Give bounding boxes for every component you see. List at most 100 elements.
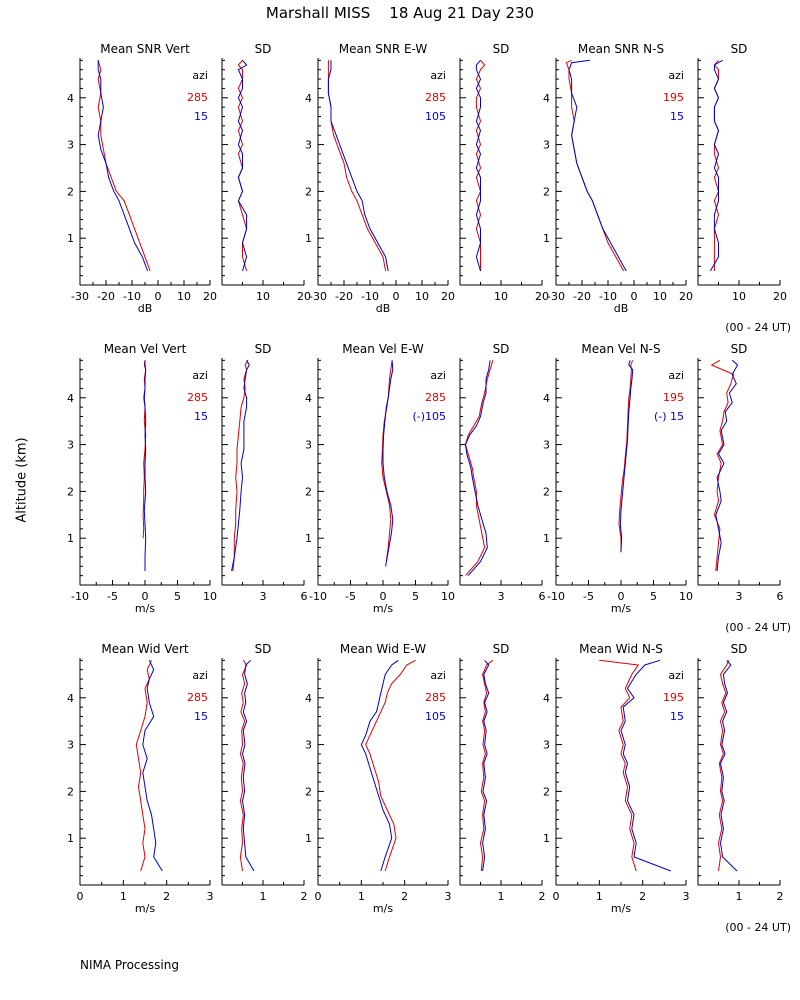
y-tick-label: 2 [67, 185, 74, 198]
legend-entry: 15 [194, 110, 208, 123]
x-tick-label: 10 [177, 290, 191, 303]
panel-title: SD [255, 342, 272, 356]
y-tick-label: 4 [305, 392, 312, 405]
y-tick-label: 3 [305, 139, 312, 152]
legend-header: azi [430, 369, 446, 382]
legend-entry: 285 [425, 391, 446, 404]
y-tick-label: 4 [543, 92, 550, 105]
y-tick-label: 2 [305, 185, 312, 198]
y-tick-label: 1 [67, 832, 74, 845]
x-tick-label: -10 [547, 590, 565, 603]
x-tick-label: 10 [203, 590, 217, 603]
legend-entry: (-)105 [412, 410, 446, 423]
legend-header: azi [192, 69, 208, 82]
x-tick-label: 20 [679, 290, 693, 303]
x-tick-label: 2 [777, 890, 784, 903]
y-tick-label: 3 [67, 739, 74, 752]
x-tick-label: 20 [297, 290, 311, 303]
x-tick-label: 0 [77, 890, 84, 903]
series-red-line [599, 659, 640, 872]
x-tick-label: 2 [639, 890, 646, 903]
series-blue-line [360, 659, 399, 872]
legend-entry: 285 [425, 91, 446, 104]
y-tick-label: 2 [543, 185, 550, 198]
legend-entry: 15 [194, 710, 208, 723]
x-tick-label: 1 [358, 890, 365, 903]
series-blue-line [231, 360, 250, 572]
series-blue-line [715, 359, 739, 572]
series-blue-line [241, 659, 255, 872]
panel-title: Mean SNR N-S [578, 42, 664, 56]
time-range-note: (00 - 24 UT) [725, 921, 791, 934]
series-blue-line [482, 659, 490, 872]
x-tick-label: -5 [345, 590, 356, 603]
x-tick-label: 6 [301, 590, 308, 603]
series-blue-line [709, 59, 723, 272]
x-tick-label: 10 [415, 290, 429, 303]
y-tick-label: 1 [305, 532, 312, 545]
x-tick-label: 10 [441, 590, 455, 603]
legend-entry: 285 [187, 391, 208, 404]
x-axis-label: m/s [135, 602, 155, 615]
x-tick-label: -10 [71, 590, 89, 603]
x-tick-label: -5 [583, 590, 594, 603]
legend-header: azi [668, 69, 684, 82]
y-tick-label: 4 [543, 392, 550, 405]
x-tick-label: -5 [107, 590, 118, 603]
x-tick-label: 2 [401, 890, 408, 903]
x-tick-label: 10 [256, 290, 270, 303]
y-tick-label: 2 [543, 785, 550, 798]
series-red-line [565, 59, 625, 272]
series-blue-line [464, 360, 491, 576]
panel-title: Mean Vel E-W [342, 342, 424, 356]
series-blue-line [97, 60, 149, 272]
legend-entry: 285 [187, 691, 208, 704]
y-tick-label: 2 [543, 485, 550, 498]
y-tick-label: 4 [67, 392, 74, 405]
legend-entry: (-) 15 [654, 410, 684, 423]
x-tick-label: 3 [445, 890, 452, 903]
y-tick-label: 3 [67, 439, 74, 452]
time-range-note: (00 - 24 UT) [725, 621, 791, 634]
panel-title: SD [255, 42, 272, 56]
x-tick-label: 5 [650, 590, 657, 603]
legend-entry: 15 [194, 410, 208, 423]
legend-entry: 105 [425, 110, 446, 123]
x-tick-label: 1 [260, 890, 267, 903]
series-red-line [618, 360, 634, 553]
panel-title: SD [493, 342, 510, 356]
y-tick-label: 2 [67, 485, 74, 498]
series-blue-line [237, 59, 248, 272]
x-axis-label: m/s [611, 902, 631, 915]
x-tick-label: 0 [155, 290, 162, 303]
y-tick-label: 3 [305, 739, 312, 752]
x-tick-label: -20 [335, 290, 353, 303]
panel-title: Mean Wid Vert [101, 642, 188, 656]
x-tick-label: 0 [393, 290, 400, 303]
y-tick-label: 3 [67, 139, 74, 152]
x-tick-label: 0 [631, 290, 638, 303]
x-tick-label: 0 [315, 890, 322, 903]
x-tick-label: 10 [679, 590, 693, 603]
x-tick-label: -30 [71, 290, 89, 303]
panel-title: Mean SNR E-W [339, 42, 428, 56]
time-range-note: (00 - 24 UT) [725, 321, 791, 334]
y-tick-label: 4 [67, 92, 74, 105]
x-tick-label: 3 [683, 890, 690, 903]
y-tick-label: 3 [543, 139, 550, 152]
panel-title: Mean Vel Vert [104, 342, 187, 356]
series-blue-line [382, 360, 394, 567]
series-red-line [135, 660, 152, 872]
x-axis-label: m/s [373, 902, 393, 915]
series-blue-line [619, 360, 634, 553]
x-tick-label: 6 [539, 590, 546, 603]
x-tick-label: -30 [547, 290, 565, 303]
legend-header: azi [430, 669, 446, 682]
series-blue-line [475, 59, 482, 272]
series-blue-line [568, 59, 627, 272]
x-tick-label: 3 [260, 590, 267, 603]
panel-title: Mean SNR Vert [100, 42, 190, 56]
x-tick-label: 3 [498, 590, 505, 603]
x-tick-label: -30 [309, 290, 327, 303]
y-tick-label: 3 [543, 739, 550, 752]
